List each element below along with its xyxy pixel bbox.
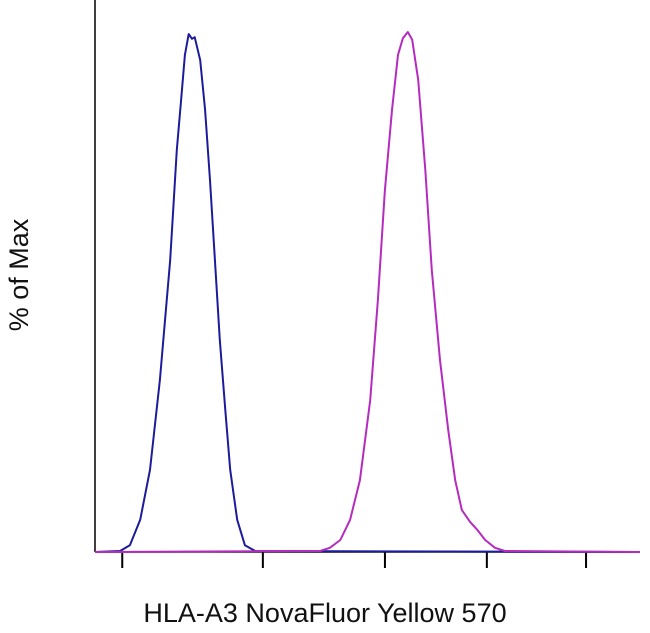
x-axis-label: HLA-A3 NovaFluor Yellow 570 [143,598,506,628]
histogram-line [94,31,641,553]
histogram-line [94,33,641,553]
y-axis-label: % of Max [4,218,34,331]
